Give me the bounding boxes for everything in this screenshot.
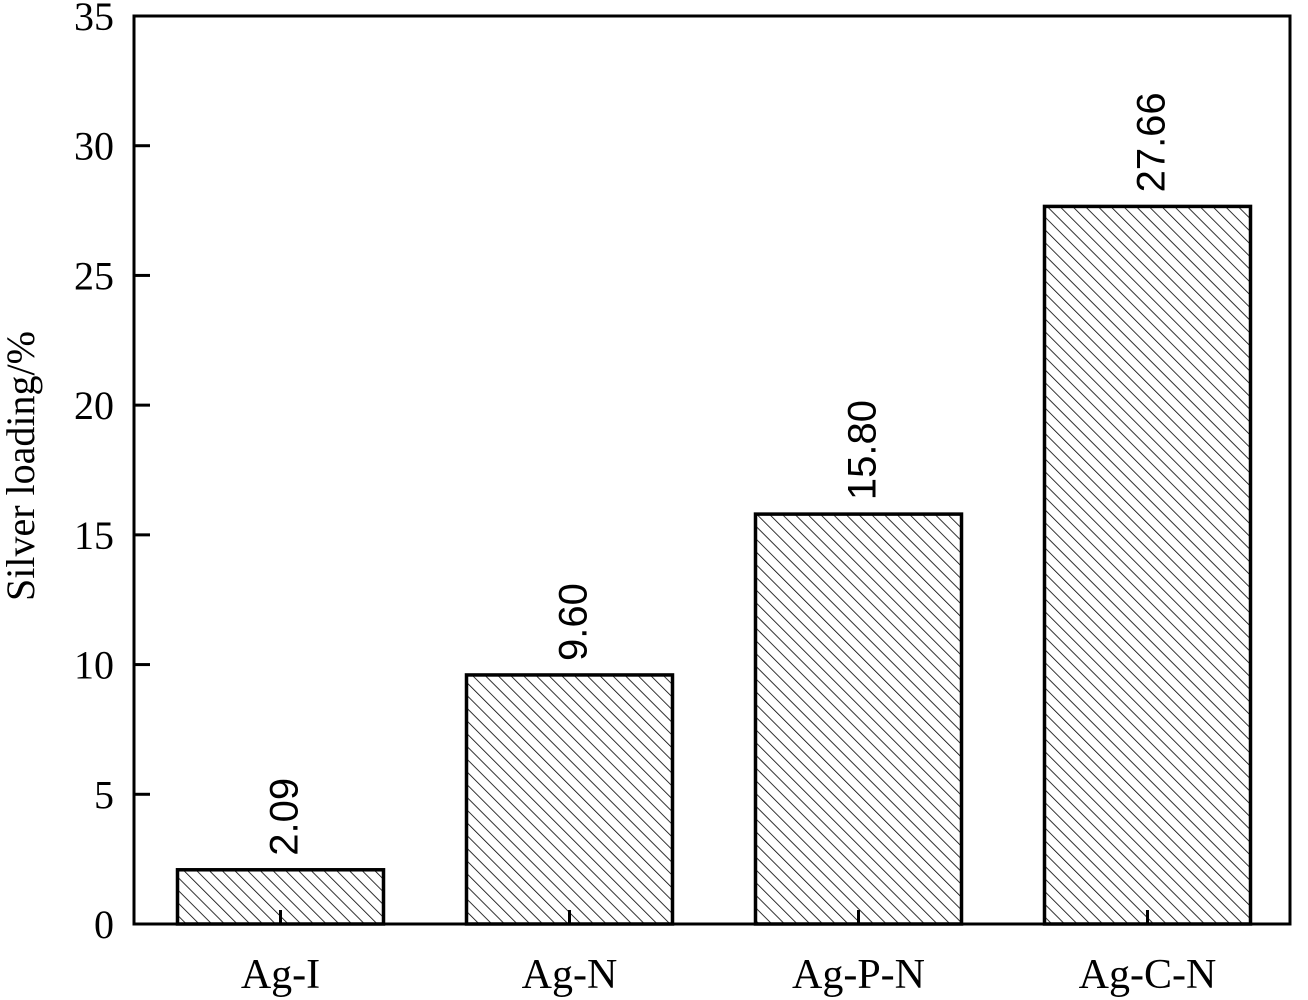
y-tick-label: 0 (94, 902, 114, 947)
data-label: 2.09 (263, 778, 307, 856)
x-tick-label: Ag-C-N (1079, 952, 1217, 998)
y-tick-label: 10 (74, 643, 114, 688)
bar-ag-p-n (753, 512, 964, 926)
data-label: 27.66 (1130, 92, 1174, 192)
y-axis-title: Silver loading/% (0, 331, 43, 601)
x-tick-label: Ag-P-N (792, 952, 925, 998)
data-label: 15.80 (841, 400, 885, 500)
y-tick-label: 30 (74, 124, 114, 169)
plot-frame (132, 14, 1292, 926)
bar-ag-c-n (1042, 204, 1253, 926)
x-tick-label: Ag-I (241, 952, 320, 998)
y-tick-label: 5 (94, 772, 114, 817)
data-label: 9.60 (552, 583, 596, 661)
y-tick-label: 35 (74, 0, 114, 39)
x-tick-label: Ag-N (522, 952, 618, 998)
y-tick-label: 15 (74, 513, 114, 558)
bar-ag-n (464, 673, 675, 926)
y-tick-label: 25 (74, 253, 114, 298)
y-tick-label: 20 (74, 383, 114, 428)
